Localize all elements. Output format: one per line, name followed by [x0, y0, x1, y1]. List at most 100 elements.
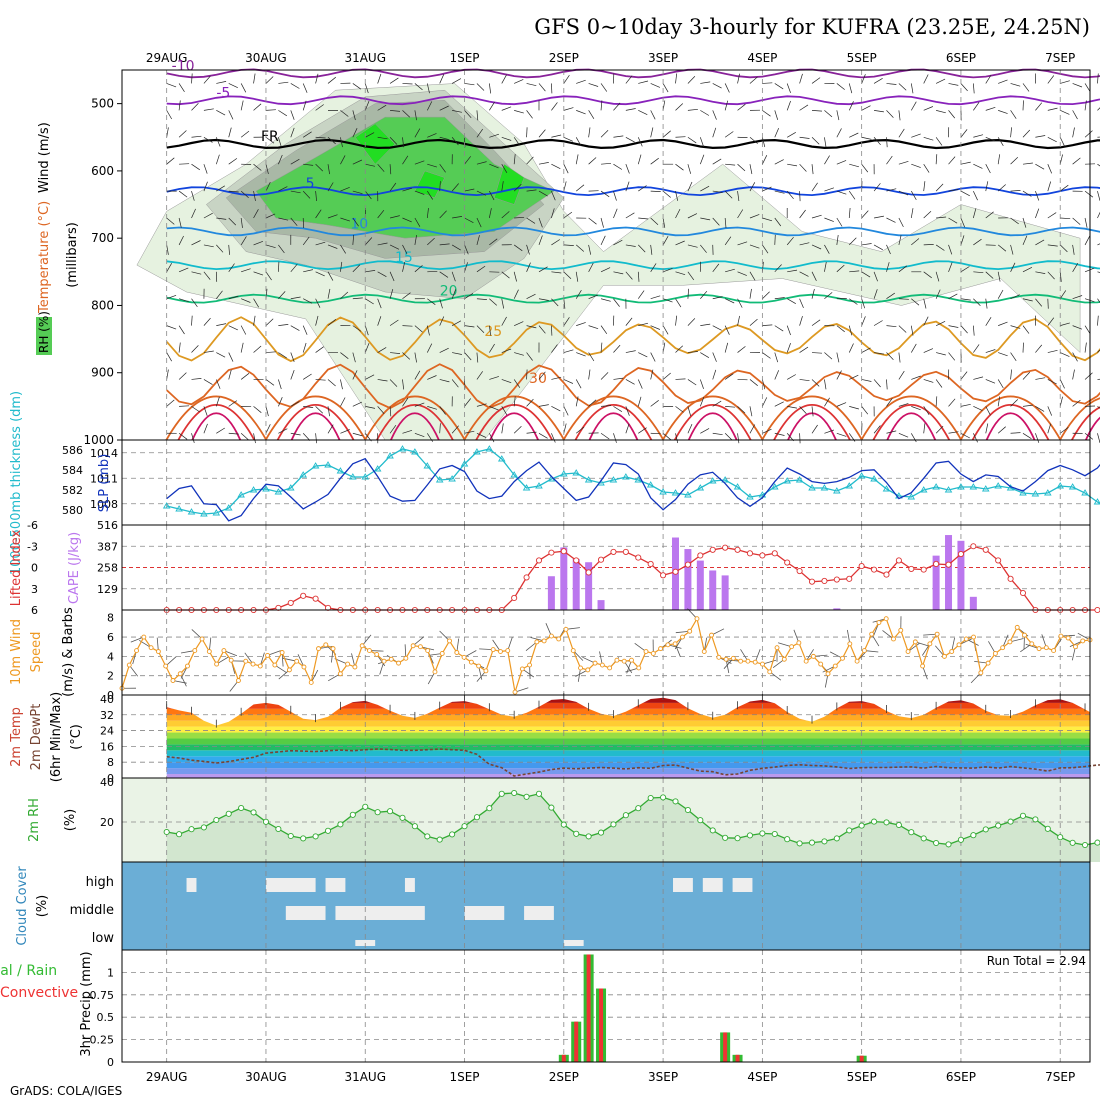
- upper-wind-barb: [700, 185, 710, 192]
- thickness-marker: [969, 483, 978, 490]
- upper-wind-barb: [253, 298, 260, 308]
- upper-wind-barb: [1072, 83, 1083, 88]
- upper-wind-barb: [327, 288, 331, 299]
- ylabel-rh: RH (%): [37, 311, 51, 353]
- upper-wind-barb: [365, 298, 374, 305]
- upper-wind-barb: [613, 208, 618, 219]
- upper-wind-barb: [203, 212, 213, 219]
- wind-speed-marker: [374, 651, 380, 657]
- upper-wind-barb: [439, 163, 446, 173]
- temp-tick: 32: [100, 709, 114, 722]
- upper-wind-barb: [340, 352, 349, 359]
- temp-band: [166, 714, 1090, 721]
- wind-speed-marker: [410, 643, 416, 649]
- upper-wind-barb: [414, 128, 421, 138]
- upper-wind-barb: [278, 217, 289, 221]
- upper-wind-barb: [1072, 325, 1083, 330]
- rh2m-marker: [858, 822, 865, 829]
- wind-speed-marker: [840, 655, 845, 661]
- upper-wind-barb: [923, 348, 934, 353]
- wind-speed-marker: [512, 689, 518, 695]
- wind-speed-marker: [789, 644, 795, 650]
- upper-wind-barb: [302, 325, 308, 335]
- upper-wind-barb: [724, 373, 734, 380]
- temp-band: [166, 744, 1090, 751]
- upper-wind-barb: [811, 406, 814, 417]
- upper-wind-barb: [513, 379, 521, 388]
- rh2m-marker: [250, 809, 257, 816]
- upper-wind-barb: [861, 136, 872, 140]
- upper-wind-barb: [302, 131, 312, 138]
- upper-wind-barb: [203, 108, 214, 111]
- upper-wind-barb: [799, 209, 806, 219]
- upper-wind-barb: [427, 163, 438, 168]
- upper-wind-barb: [365, 374, 375, 380]
- upper-wind-barb: [650, 400, 659, 407]
- upper-wind-barb: [985, 181, 989, 192]
- upper-wind-barb: [476, 371, 483, 380]
- upper-wind-barb: [414, 110, 417, 121]
- cloud-bar: [464, 906, 505, 920]
- wind-speed-marker: [1007, 639, 1013, 645]
- isotherm-label: 5: [306, 176, 315, 192]
- upper-wind-barb: [1097, 136, 1100, 138]
- upper-wind-barb: [501, 181, 504, 192]
- upper-wind-barb: [960, 235, 965, 246]
- rh2m-marker: [176, 831, 183, 838]
- upper-wind-barb: [997, 271, 1001, 282]
- upper-wind-barb: [452, 352, 462, 355]
- ylabel-wind10m-a: 10m Wind: [9, 619, 24, 685]
- cape-bar: [721, 575, 729, 610]
- upper-wind-barb: [352, 325, 362, 332]
- upper-wind-barb: [1072, 369, 1075, 380]
- upper-wind-barb: [240, 373, 250, 380]
- upper-wind-barb: [290, 190, 301, 194]
- upper-wind-barb: [898, 110, 901, 121]
- upper-wind-barb: [638, 352, 648, 358]
- upper-wind-barb: [712, 325, 722, 331]
- thickness-marker: [497, 455, 506, 462]
- upper-wind-barb: [563, 244, 574, 246]
- isotherm-arch: [191, 412, 242, 441]
- upper-wind-barb: [240, 130, 250, 138]
- upper-wind-barb: [402, 379, 405, 390]
- upper-wind-barb: [1060, 80, 1070, 84]
- upper-wind-barb: [1022, 371, 1031, 380]
- upper-wind-barb: [749, 244, 760, 249]
- upper-wind-barb: [985, 406, 991, 416]
- upper-wind-barb: [712, 296, 723, 300]
- thickness-marker: [448, 475, 456, 482]
- upper-wind-barb: [886, 325, 897, 328]
- bottom-date-label: 3SEP: [648, 1070, 678, 1084]
- upper-wind-barb: [352, 234, 355, 245]
- isotherm-arch: [959, 395, 1062, 441]
- wind-speed-marker: [701, 649, 707, 654]
- upper-wind-barb: [265, 379, 275, 386]
- upper-wind-barb: [861, 406, 869, 415]
- wind-speed-marker: [388, 656, 394, 662]
- temp-tick: 8: [107, 756, 114, 769]
- upper-wind-barb: [886, 352, 894, 360]
- upper-wind-barb: [340, 291, 349, 299]
- rh2m-marker: [734, 835, 741, 842]
- upper-wind-barb: [501, 271, 510, 279]
- upper-wind-barb: [526, 110, 533, 119]
- upper-wind-barb: [216, 244, 224, 253]
- upper-wind-barb: [191, 345, 199, 353]
- upper-wind-barb: [712, 400, 722, 407]
- upper-wind-barb: [824, 187, 835, 192]
- isotherm-arch: [165, 395, 268, 441]
- upper-wind-barb: [352, 128, 358, 138]
- wind-speed-marker: [745, 658, 751, 664]
- upper-wind-barb: [675, 73, 678, 84]
- isotherm-arch: [1085, 416, 1100, 441]
- wind-speed-marker: [825, 671, 831, 677]
- bottom-date-label: 7SEP: [1045, 1070, 1075, 1084]
- upper-wind-barb: [1047, 181, 1052, 192]
- thickness-marker: [708, 477, 717, 484]
- upper-wind-barb: [240, 236, 247, 246]
- upper-wind-barb: [997, 137, 1004, 146]
- thickness-tick: 582: [62, 484, 83, 497]
- upper-wind-barb: [228, 190, 239, 193]
